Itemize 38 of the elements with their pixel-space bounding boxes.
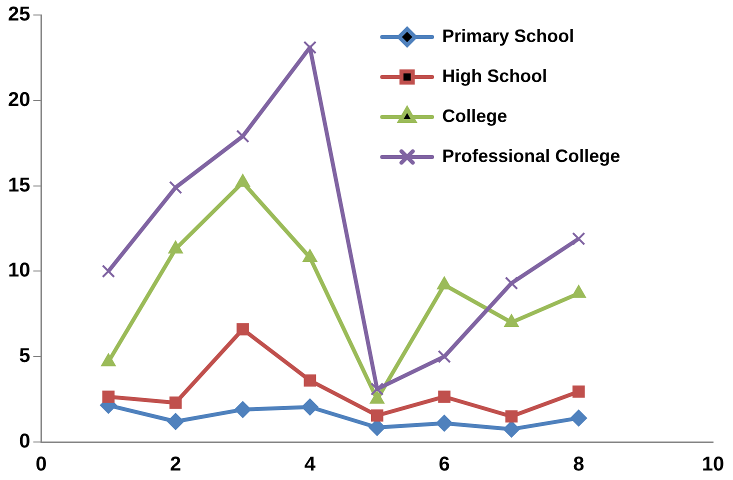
point — [102, 264, 116, 278]
x-tick-label: 8 — [573, 454, 584, 476]
legend-label: High School — [442, 66, 548, 86]
x-tick-label: 6 — [438, 454, 450, 476]
y-tick-label: 15 — [8, 174, 30, 196]
point — [236, 323, 249, 336]
x-tick-label: 0 — [36, 454, 47, 476]
point — [572, 232, 586, 246]
point — [301, 398, 318, 416]
point — [304, 374, 316, 387]
point — [436, 414, 453, 432]
point — [438, 350, 451, 364]
point — [234, 401, 252, 418]
point — [102, 390, 115, 403]
point — [303, 40, 317, 54]
y-tick-label: 10 — [8, 260, 30, 282]
y-tick-label: 20 — [8, 88, 30, 111]
y-tick-label: 0 — [19, 430, 30, 453]
legend-label: Professional College — [442, 146, 620, 166]
point — [572, 385, 585, 398]
legend-label: Primary School — [442, 26, 574, 46]
x-tick-label: 4 — [304, 454, 316, 476]
y-tick-label: 5 — [19, 345, 30, 368]
point — [570, 410, 588, 427]
point — [236, 130, 250, 143]
legend-label: College — [442, 106, 508, 126]
point — [502, 420, 520, 438]
point — [504, 276, 518, 290]
point — [169, 396, 182, 409]
x-tick-label: 10 — [702, 454, 724, 476]
point — [167, 413, 184, 430]
point — [168, 180, 182, 194]
x-tick-label: 2 — [170, 454, 182, 476]
y-tick-label: 25 — [8, 4, 30, 26]
point — [370, 409, 384, 422]
point — [505, 410, 518, 423]
point — [438, 390, 450, 403]
point — [370, 382, 384, 396]
